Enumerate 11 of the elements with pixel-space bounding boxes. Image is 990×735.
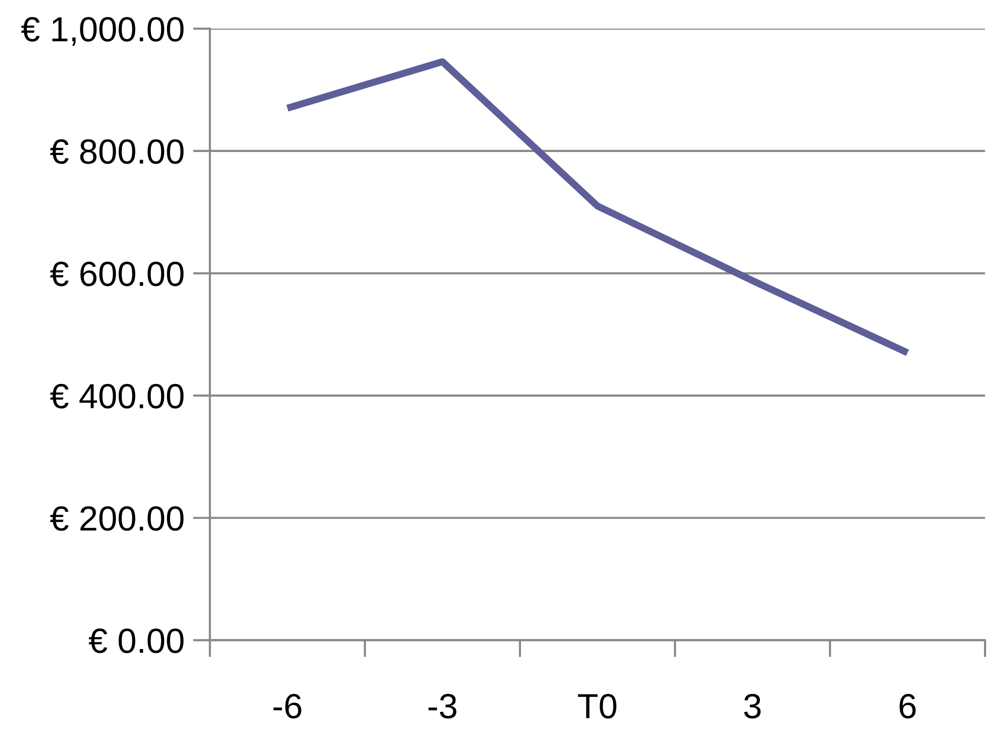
y-tick-label: € 800.00 — [50, 139, 184, 164]
x-tick-label: 3 — [744, 694, 761, 718]
y-tick-label: € 0.00 — [88, 628, 184, 654]
x-tick-label: -6 — [274, 694, 302, 718]
y-tick-label: € 1,000.00 — [21, 17, 184, 46]
x-tick-label: 6 — [900, 694, 916, 718]
y-tick-label: € 200.00 — [50, 506, 184, 531]
y-tick-label: € 400.00 — [50, 384, 184, 408]
y-tick-label: € 600.00 — [50, 262, 184, 286]
x-tick-label: -3 — [428, 694, 456, 718]
x-tick-label: T0 — [578, 694, 616, 718]
